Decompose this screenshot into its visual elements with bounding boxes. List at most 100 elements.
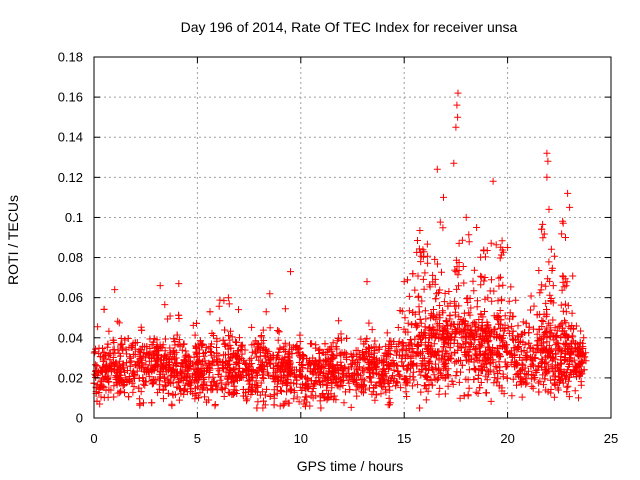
data-point (528, 371, 536, 379)
data-point (539, 220, 547, 228)
data-point (295, 398, 303, 406)
data-point (441, 390, 449, 398)
data-point (339, 377, 347, 384)
data-point (308, 340, 316, 348)
data-point (298, 387, 306, 394)
data-point (175, 378, 183, 386)
x-tick-label: 5 (194, 431, 201, 446)
data-point (559, 324, 566, 332)
data-point (555, 322, 563, 330)
data-point (534, 379, 542, 387)
data-point (209, 357, 217, 365)
data-point (327, 343, 335, 351)
data-point (379, 383, 387, 391)
data-point (274, 327, 282, 334)
data-point (436, 326, 444, 334)
y-tick-label: 0 (76, 411, 83, 426)
data-point (402, 388, 410, 396)
data-point (474, 297, 481, 305)
data-point (110, 365, 118, 373)
data-point (153, 342, 161, 350)
data-point (334, 334, 342, 342)
data-point (578, 367, 585, 375)
data-point (487, 239, 495, 247)
data-point (293, 376, 301, 384)
data-point (357, 335, 365, 343)
data-point (430, 371, 438, 379)
data-point (569, 272, 577, 280)
data-point (120, 364, 128, 372)
data-point (293, 393, 301, 401)
data-point (225, 360, 233, 368)
data-point (192, 371, 200, 379)
data-point (514, 344, 522, 351)
data-point (432, 295, 440, 303)
data-point (308, 388, 316, 396)
data-point (103, 343, 111, 351)
data-point (156, 282, 164, 290)
data-point (232, 360, 240, 368)
data-point (495, 282, 503, 290)
data-point (177, 389, 185, 397)
data-point (557, 359, 565, 367)
data-point (360, 368, 368, 376)
data-point (547, 386, 555, 393)
data-point (357, 384, 365, 392)
data-point (467, 340, 475, 348)
data-point (103, 361, 111, 369)
data-point (136, 352, 144, 360)
chart-title: Day 196 of 2014, Rate Of TEC Index for r… (181, 19, 518, 35)
data-point (277, 366, 285, 374)
data-point (562, 308, 570, 316)
data-point (330, 395, 338, 403)
data-point (505, 297, 513, 305)
data-point (414, 272, 422, 280)
data-point (232, 351, 240, 359)
data-point (389, 372, 396, 380)
data-point (496, 307, 504, 314)
data-point (581, 353, 589, 361)
data-point (562, 300, 569, 308)
data-point (259, 362, 267, 370)
data-point (303, 398, 311, 406)
data-point (337, 330, 345, 338)
data-point (283, 379, 291, 387)
data-point (94, 323, 102, 331)
data-point (370, 384, 378, 392)
data-point (224, 294, 232, 302)
data-point (409, 373, 417, 381)
data-point (296, 371, 304, 379)
data-point (410, 348, 418, 356)
data-point (503, 374, 511, 382)
data-point (436, 314, 444, 322)
data-point (154, 389, 162, 397)
data-point (428, 329, 436, 337)
data-point (242, 361, 249, 368)
data-point (131, 375, 138, 382)
data-point (565, 393, 573, 401)
data-point (494, 315, 502, 323)
data-point (551, 381, 559, 389)
data-point (236, 371, 244, 379)
data-point (170, 347, 178, 355)
data-point (470, 266, 478, 274)
data-point (422, 373, 430, 381)
data-point (484, 355, 492, 363)
data-point (346, 386, 354, 394)
data-point (285, 368, 293, 376)
data-point (532, 367, 540, 375)
data-point (143, 343, 151, 351)
data-point (263, 385, 270, 393)
data-point (355, 363, 363, 371)
data-point (281, 305, 289, 313)
data-point (484, 294, 492, 302)
data-point (535, 267, 543, 274)
data-point (266, 324, 274, 332)
data-point (185, 363, 193, 370)
data-point (562, 319, 570, 327)
data-point (123, 379, 131, 386)
data-point (365, 319, 373, 327)
data-point (309, 394, 317, 402)
data-point (382, 388, 390, 396)
data-point (213, 337, 221, 345)
